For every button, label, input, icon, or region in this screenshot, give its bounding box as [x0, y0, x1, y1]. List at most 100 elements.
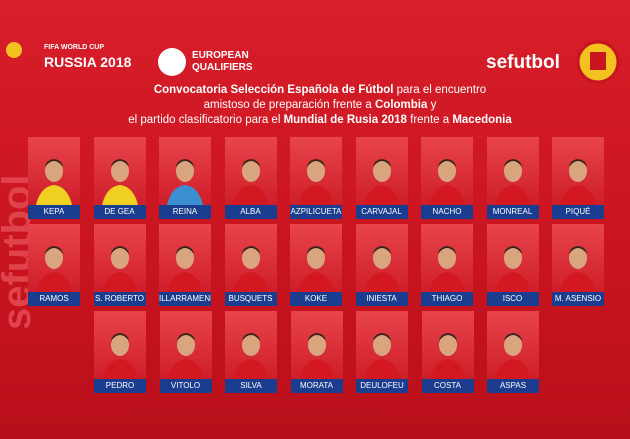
player-name: S. ROBERTO	[93, 292, 146, 306]
player-name: MORATA	[290, 379, 343, 393]
head	[569, 160, 587, 182]
title-segment: Macedonia	[452, 114, 512, 126]
player-name: NACHO	[421, 205, 473, 219]
head	[176, 247, 194, 269]
player-name: KEPA	[28, 205, 80, 219]
player-card: ISCO	[486, 224, 539, 306]
player-card: MORATA	[290, 311, 343, 393]
player-card: M. ASENSIO	[552, 224, 604, 306]
title-segment: para el encuentro	[393, 84, 487, 96]
title-line: el partido clasificatorio para el Mundia…	[90, 113, 550, 128]
head	[569, 247, 587, 269]
head	[372, 160, 391, 182]
head	[45, 160, 63, 182]
rfef-shield	[590, 52, 606, 70]
player-card: KEPA	[28, 137, 80, 219]
hair	[307, 333, 326, 341]
hair	[176, 246, 194, 254]
hair	[503, 246, 522, 254]
player-name: THIAGO	[421, 292, 473, 306]
player-name: VITOLO	[159, 379, 212, 393]
hair	[569, 246, 587, 254]
player-name: DE GEA	[93, 205, 146, 219]
hair	[45, 159, 63, 167]
player-name: PEDRO	[94, 379, 146, 393]
head	[438, 160, 456, 182]
player-card: MONREAL	[486, 137, 539, 219]
player-card: ALBA	[224, 137, 277, 219]
head	[372, 247, 391, 269]
eq-top: EUROPEAN	[192, 50, 249, 61]
hair	[438, 246, 456, 254]
title-segment: y	[427, 99, 437, 111]
hair	[372, 246, 391, 254]
player-card: DEULOFEU	[356, 311, 408, 393]
head	[110, 247, 129, 269]
head	[503, 160, 522, 182]
player-name: SILVA	[225, 379, 277, 393]
player-name: ISCO	[486, 292, 539, 306]
player-card: DE GEA	[93, 137, 146, 219]
title-segment: el partido clasificatorio para el	[128, 114, 284, 126]
player-card: INIESTA	[355, 224, 408, 306]
head	[176, 334, 195, 356]
player-name: COSTA	[421, 379, 474, 393]
hair	[45, 246, 63, 254]
head	[307, 334, 326, 356]
player-name: ALBA	[224, 205, 277, 219]
head	[242, 334, 260, 356]
title-line: amistoso de preparación frente a Colombi…	[90, 98, 550, 113]
title-segment: Mundial de Rusia 2018	[283, 114, 407, 126]
player-name: CARVAJAL	[355, 205, 408, 219]
player-card: ILLARRAMENDI	[159, 224, 211, 306]
player-name: BUSQUETS	[224, 292, 277, 306]
head	[111, 334, 129, 356]
player-name: DEULOFEU	[356, 379, 408, 393]
player-card: ASPAS	[487, 311, 539, 393]
wc-bottom: RUSSIA 2018	[44, 54, 132, 70]
hair	[176, 333, 195, 341]
player-name: KOKE	[290, 292, 342, 306]
player-name: ASPAS	[487, 379, 539, 393]
brand: sefutbol	[486, 52, 560, 73]
player-name: INIESTA	[355, 292, 408, 306]
head	[176, 160, 194, 182]
hair	[110, 159, 129, 167]
hair	[372, 159, 391, 167]
title-segment: Colombia	[374, 99, 428, 111]
hair	[110, 246, 129, 254]
hair	[503, 159, 522, 167]
player-card: THIAGO	[421, 224, 473, 306]
title-segment: frente a	[406, 114, 453, 126]
head	[373, 334, 391, 356]
player-card: NACHO	[421, 137, 473, 219]
hair	[241, 246, 260, 254]
player-card: VITOLO	[159, 311, 212, 393]
player-name: M. ASENSIO	[552, 292, 604, 306]
head	[241, 247, 260, 269]
player-card: REINA	[159, 137, 211, 219]
title: Convocatoria Selección Española de Fútbo…	[90, 83, 550, 128]
player-card: AZPILICUETA	[290, 137, 342, 219]
head	[438, 247, 456, 269]
player-name: ILLARRAMENDI	[159, 292, 211, 306]
head	[45, 247, 63, 269]
wc-logo	[6, 42, 22, 58]
title-segment: Convocatoria Selección Española de Fútbo…	[153, 84, 394, 96]
hair	[241, 159, 260, 167]
player-card: BUSQUETS	[224, 224, 277, 306]
player-card: PIQUÉ	[552, 137, 604, 219]
player-card: PEDRO	[94, 311, 146, 393]
hair	[504, 333, 522, 341]
player-name: REINA	[159, 205, 211, 219]
player-name: PIQUÉ	[552, 205, 604, 219]
title-segment: amistoso de preparación frente a	[203, 99, 375, 111]
head	[110, 160, 129, 182]
hair	[176, 159, 194, 167]
hair	[111, 333, 129, 341]
hair	[569, 159, 587, 167]
head	[307, 247, 325, 269]
hair	[307, 159, 325, 167]
head	[438, 334, 457, 356]
